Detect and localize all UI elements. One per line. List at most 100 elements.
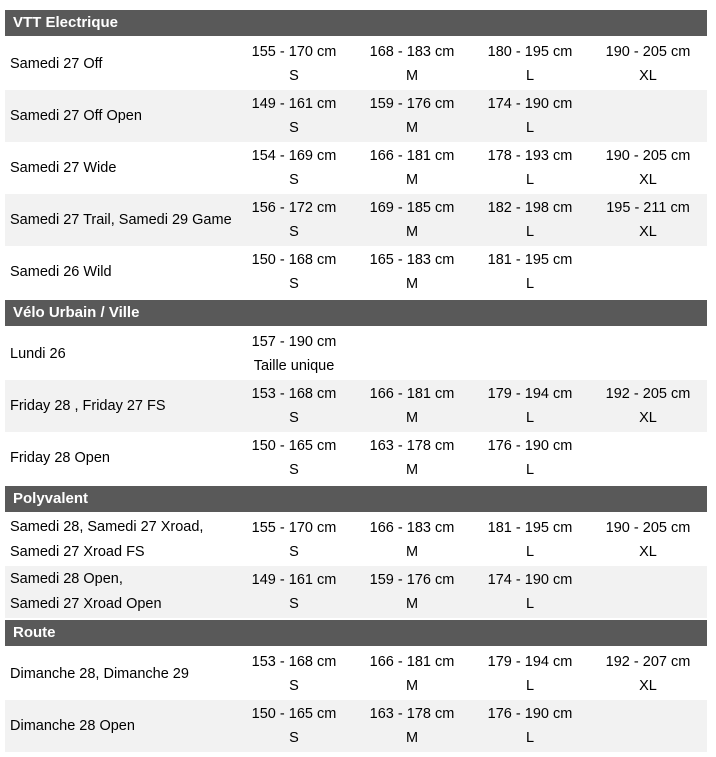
size-cell: 192 - 205 cm XL xyxy=(589,380,707,432)
height-range: 179 - 194 cm xyxy=(487,654,573,671)
table-row: Samedi 27 Trail, Samedi 29 Game 156 - 172… xyxy=(5,194,707,246)
size-cell: 176 - 190 cm L xyxy=(471,700,589,752)
section-header: Polyvalent xyxy=(5,486,707,512)
size-label: S xyxy=(289,543,299,560)
size-cell xyxy=(589,328,707,380)
size-cell: 156 - 172 cm S xyxy=(235,194,353,246)
table-row: Dimanche 28, Dimanche 29 153 - 168 cm S 166… xyxy=(5,648,707,700)
table-row: Samedi 28 Open, Samedi 27 Xroad Open 149 -… xyxy=(5,566,707,618)
size-label: L xyxy=(525,595,535,612)
size-label: L xyxy=(525,409,535,426)
height-range: 180 - 195 cm xyxy=(487,44,573,61)
height-range: 178 - 193 cm xyxy=(487,148,573,165)
model-name: Samedi 27 Off xyxy=(5,52,235,77)
size-label: XL xyxy=(639,171,657,188)
size-cell: 190 - 205 cm XL xyxy=(589,142,707,194)
model-name: Dimanche 28, Dimanche 29 xyxy=(5,662,235,687)
table-row: Samedi 27 Off 155 - 170 cm S 168 - 183 cm M 1… xyxy=(5,38,707,90)
size-label: M xyxy=(405,223,419,240)
height-range: 165 - 183 cm xyxy=(369,252,455,269)
section-header: VTT Electrique xyxy=(5,10,707,36)
size-cell: 159 - 176 cm M xyxy=(353,566,471,618)
size-cell: 174 - 190 cm L xyxy=(471,566,589,618)
height-range: 192 - 207 cm xyxy=(605,654,691,671)
model-name-line: Samedi 27 Wide xyxy=(10,159,117,176)
table-row: Friday 28 , Friday 27 FS 153 - 168 cm S 166… xyxy=(5,380,707,432)
height-range: 150 - 165 cm xyxy=(251,706,337,723)
size-label: L xyxy=(525,67,535,84)
size-cell: 180 - 195 cm L xyxy=(471,38,589,90)
height-range: 159 - 176 cm xyxy=(369,96,455,113)
section-header: Route xyxy=(5,620,707,646)
size-label: M xyxy=(405,275,419,292)
model-name-line: Samedi 27 Off Open xyxy=(10,107,142,124)
size-cell xyxy=(589,246,707,298)
size-cell: 149 - 161 cm S xyxy=(235,566,353,618)
size-label: L xyxy=(525,275,535,292)
size-cell: 166 - 181 cm M xyxy=(353,380,471,432)
height-range: 153 - 168 cm xyxy=(251,386,337,403)
size-cell: 179 - 194 cm L xyxy=(471,648,589,700)
height-range: 190 - 205 cm xyxy=(605,44,691,61)
height-range: 149 - 161 cm xyxy=(251,96,337,113)
table-row: Samedi 27 Off Open 149 - 161 cm S 159 - 176… xyxy=(5,90,707,142)
size-cell: 179 - 194 cm L xyxy=(471,380,589,432)
model-name: Samedi 27 Wide xyxy=(5,156,235,181)
height-range: 192 - 205 cm xyxy=(605,386,691,403)
model-name: Samedi 28, Samedi 27 Xroad, Samedi 27 Xro… xyxy=(5,515,235,565)
height-range: 153 - 168 cm xyxy=(251,654,337,671)
model-name-line: Samedi 27 Off xyxy=(10,55,103,72)
size-label: S xyxy=(289,409,299,426)
size-cell xyxy=(589,700,707,752)
size-label: L xyxy=(525,543,535,560)
model-name: Samedi 26 Wild xyxy=(5,260,235,285)
model-name-line: Samedi 28, Samedi 27 Xroad, xyxy=(10,519,204,535)
size-cell: 190 - 205 cm XL xyxy=(589,38,707,90)
size-label: L xyxy=(525,223,535,240)
size-label: M xyxy=(405,729,419,746)
size-cell: 182 - 198 cm L xyxy=(471,194,589,246)
size-cell: 163 - 178 cm M xyxy=(353,432,471,484)
height-range: 166 - 181 cm xyxy=(369,148,455,165)
section-header: Vélo Urbain / Ville xyxy=(5,300,707,326)
model-name-line: Dimanche 28, Dimanche 29 xyxy=(10,665,189,682)
size-cell: 169 - 185 cm M xyxy=(353,194,471,246)
size-label: S xyxy=(289,275,299,292)
size-cell: 192 - 207 cm XL xyxy=(589,648,707,700)
model-name: Lundi 26 xyxy=(5,342,235,367)
height-range: 155 - 170 cm xyxy=(251,520,337,537)
size-label: S xyxy=(289,595,299,612)
size-cell xyxy=(589,90,707,142)
size-label: M xyxy=(405,461,419,478)
model-name: Samedi 27 Trail, Samedi 29 Game xyxy=(5,208,235,233)
size-label: S xyxy=(289,461,299,478)
size-cell: 153 - 168 cm S xyxy=(235,648,353,700)
height-range: 176 - 190 cm xyxy=(487,438,573,455)
size-cell: 166 - 183 cm M xyxy=(353,514,471,566)
model-name-line: Samedi 27 Xroad FS xyxy=(10,544,145,560)
model-name-line: Friday 28 Open xyxy=(10,449,110,466)
size-label: S xyxy=(289,171,299,188)
size-label: L xyxy=(525,677,535,694)
height-range: 174 - 190 cm xyxy=(487,96,573,113)
model-name: Friday 28 Open xyxy=(5,446,235,471)
size-cell: 159 - 176 cm M xyxy=(353,90,471,142)
size-cell: 174 - 190 cm L xyxy=(471,90,589,142)
size-label: L xyxy=(525,171,535,188)
height-range: 168 - 183 cm xyxy=(369,44,455,61)
size-cell xyxy=(471,328,589,380)
model-name-line: Dimanche 28 Open xyxy=(10,717,135,734)
height-range: 163 - 178 cm xyxy=(369,706,455,723)
size-cell: 150 - 165 cm S xyxy=(235,700,353,752)
model-name-line: Lundi 26 xyxy=(10,345,66,362)
model-name-line: Samedi 26 Wild xyxy=(10,263,112,280)
height-range: 176 - 190 cm xyxy=(487,706,573,723)
height-range: 182 - 198 cm xyxy=(487,200,573,217)
size-label: XL xyxy=(639,677,657,694)
model-name: Samedi 27 Off Open xyxy=(5,104,235,129)
height-range: 155 - 170 cm xyxy=(251,44,337,61)
height-range: 156 - 172 cm xyxy=(251,200,337,217)
size-label: S xyxy=(289,729,299,746)
size-cell: 195 - 211 cm XL xyxy=(589,194,707,246)
